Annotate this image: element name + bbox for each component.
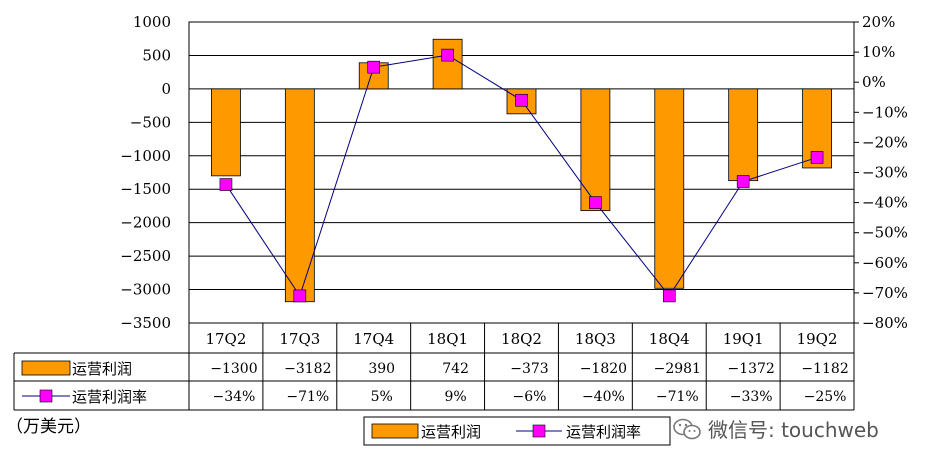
rate-point-18Q4 [662, 289, 676, 303]
bar-value-label: −1372 [727, 361, 774, 377]
rate-value-label: −40% [582, 389, 625, 405]
category-label: 18Q1 [427, 330, 468, 348]
left-tick-label: 1000 [133, 13, 171, 31]
legend-bar-swatch [371, 423, 419, 439]
rate-value-label: −71% [286, 389, 329, 405]
rate-key-marker [39, 389, 53, 403]
rate-point-19Q2 [810, 151, 824, 164]
right-tick-label: 20% [862, 13, 895, 31]
rate-value-label: −33% [730, 389, 773, 405]
bar-value-label: −373 [510, 361, 548, 377]
legend-bar-label: 运营利润 [421, 423, 481, 441]
left-tick-label: 500 [142, 46, 171, 64]
bar-value-label: −1820 [580, 361, 627, 377]
rate-value-label: −25% [804, 389, 847, 405]
category-label: 19Q2 [797, 330, 838, 348]
right-tick-label: −40% [862, 194, 908, 212]
left-tick-label: −3000 [120, 281, 171, 299]
left-tick-label: −1500 [120, 180, 171, 198]
bar-19Q1 [728, 88, 759, 182]
left-tick-label: −2500 [120, 247, 171, 265]
left-tick-label: −3500 [120, 314, 171, 332]
legend-line-marker [532, 424, 546, 438]
watermark: 微信号: touchweb [672, 414, 879, 443]
left-tick-label: 0 [161, 80, 171, 98]
category-label: 17Q2 [205, 330, 246, 348]
category-label: 18Q4 [649, 330, 690, 348]
legend-line-label: 运营利润率 [566, 423, 641, 441]
rate-value-label: 5% [371, 389, 393, 405]
left-tick-label: −2000 [120, 214, 171, 232]
rate-point-18Q2 [515, 93, 528, 107]
bar-value-label: −3182 [284, 361, 331, 377]
rate-point-17Q4 [367, 60, 381, 74]
rate-value-label: −34% [213, 389, 256, 405]
category-label: 18Q3 [575, 330, 616, 348]
bar-key-swatch [21, 360, 71, 376]
right-tick-label: −30% [862, 164, 908, 182]
bar-18Q4 [654, 88, 685, 289]
unit-label: （万美元） [6, 417, 91, 437]
bar-17Q3 [284, 88, 315, 303]
rate-line [219, 48, 824, 303]
category-label: 19Q1 [723, 330, 764, 348]
category-label: 17Q3 [279, 330, 320, 348]
legend: 运营利润 运营利润率 [363, 416, 671, 446]
right-tick-label: −20% [862, 133, 908, 151]
bar-value-label: −2981 [654, 361, 701, 377]
bar-18Q3 [580, 88, 611, 212]
bar-row-label: 运营利润 [72, 360, 132, 378]
left-axis: 1000 500 0 −500 −1000 −1500 −2000 −2500 −3000 −35… [120, 13, 171, 332]
rate-point-18Q1 [441, 48, 454, 62]
bar-18Q1 [432, 38, 463, 90]
rate-value-label: 9% [445, 389, 467, 405]
rate-value-label: −71% [656, 389, 699, 405]
right-tick-label: −60% [862, 254, 908, 272]
rate-row-label: 运营利润率 [72, 388, 147, 406]
right-tick-label: −70% [862, 284, 908, 302]
rate-point-17Q2 [219, 178, 233, 191]
bar-17Q2 [211, 88, 241, 177]
right-tick-label: −80% [862, 314, 908, 332]
bar-value-label: −1300 [210, 361, 257, 377]
right-tick-label: −10% [862, 103, 908, 121]
category-label: 18Q2 [501, 330, 542, 348]
wechat-icon [673, 418, 701, 439]
data-table: 17Q2 −1300 −34% 17Q3 −3182 −71% 17Q4 390 5% 18Q1 7… [13, 323, 855, 411]
rate-point-19Q1 [736, 175, 750, 188]
category-label: 17Q4 [353, 330, 394, 348]
watermark-text: 微信号: touchweb [708, 418, 879, 442]
bars [211, 38, 832, 303]
bar-value-label: 742 [442, 361, 469, 377]
rate-point-17Q3 [293, 289, 307, 303]
rate-point-18Q3 [589, 196, 602, 209]
bar-value-label: −1182 [801, 361, 848, 377]
rate-value-label: −6% [513, 389, 547, 405]
left-tick-label: −500 [130, 113, 171, 131]
right-tick-label: −50% [862, 224, 908, 242]
right-tick-label: 0% [862, 73, 886, 91]
bar-value-label: 390 [368, 361, 395, 377]
left-tick-label: −1000 [120, 147, 171, 165]
right-axis: 20% 10% 0% −10% −20% −30% −40% −50% −60% −70% −80% [854, 13, 908, 332]
right-tick-label: 10% [862, 43, 895, 61]
